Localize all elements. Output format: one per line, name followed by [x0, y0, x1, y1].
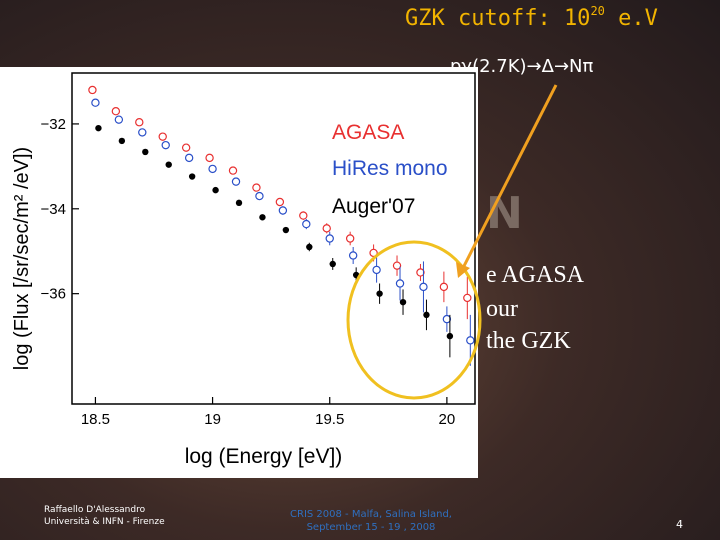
y-tick-label: −32: [41, 116, 66, 133]
x-tick-label: 18.5: [81, 411, 110, 428]
footer-author-block: Raffaello D'Alessandro Università & INFN…: [44, 504, 165, 528]
data-point: [208, 164, 217, 174]
title-prefix: GZK cutoff: 10: [405, 6, 591, 31]
data-point: [423, 311, 430, 319]
y-tick-label: −34: [41, 201, 66, 218]
data-point: [466, 336, 475, 345]
y-axis-label: log (Flux [/sr/sec/m² /eV]): [11, 147, 33, 370]
data-point: [322, 224, 331, 233]
data-point: [205, 153, 214, 163]
data-point: [302, 219, 311, 229]
data-point: [419, 282, 428, 292]
data-point: [228, 166, 238, 175]
data-point: [138, 128, 147, 137]
data-point: [399, 298, 407, 306]
reaction-formula: pγ(2.7K)→Δ→Nπ: [450, 56, 594, 77]
data-point: [463, 293, 472, 303]
flux-chart: 18.5 19 19.5 20 −32 −34 −36 log (Energy [eV]) lo…: [11, 72, 476, 468]
data-point: [158, 132, 167, 141]
data-point: [118, 137, 126, 145]
data-point: [135, 118, 144, 127]
data-point: [259, 214, 266, 221]
slide-title: GZK cutoff: 1020 e.V: [405, 4, 705, 31]
data-point: [282, 226, 290, 234]
data-point: [235, 199, 243, 207]
data-point: [142, 148, 149, 156]
legend-entry: Auger'07: [332, 195, 415, 218]
background-text-line: e AGASA: [486, 262, 585, 288]
chart-panel: 18.5 19 19.5 20 −32 −34 −36 log (Energy [eV]) lo…: [0, 67, 478, 478]
data-point: [255, 191, 264, 201]
data-point: [306, 243, 313, 251]
data-point: [231, 177, 241, 186]
data-point: [278, 206, 288, 215]
data-point: [181, 143, 191, 152]
footer-affiliation: Università & INFN - Firenze: [44, 517, 165, 527]
data-point: [325, 234, 334, 243]
title-exponent: 20: [590, 4, 605, 18]
data-point: [88, 85, 97, 95]
data-point: [348, 251, 358, 260]
footer-author: Raffaello D'Alessandro: [44, 505, 146, 515]
data-point: [165, 161, 172, 168]
x-tick-label: 20: [439, 411, 456, 428]
footer-conference-block: CRIS 2008 - Malfa, Salina Island, Septem…: [268, 508, 474, 534]
data-point: [369, 248, 378, 258]
data-point: [252, 183, 261, 192]
data-point: [275, 197, 285, 207]
legend-entry: HiRes mono: [332, 157, 448, 180]
footer-conference: CRIS 2008 - Malfa, Salina Island,: [290, 509, 452, 520]
data-point: [446, 332, 454, 340]
chart-axes: 18.5 19 19.5 20 −32 −34 −36 log (Energy [eV]) lo…: [11, 72, 476, 468]
data-point: [212, 186, 219, 194]
plot-frame: [71, 72, 476, 405]
x-tick-label: 19: [204, 411, 221, 428]
title-suffix: e.V: [604, 6, 658, 31]
data-point: [352, 271, 360, 279]
data-point: [329, 260, 336, 268]
data-point: [95, 124, 102, 132]
page-number: 4: [676, 518, 683, 531]
background-text-line: our: [486, 296, 518, 322]
data-point: [114, 115, 124, 124]
chart-marks: [88, 85, 475, 366]
data-point: [395, 279, 405, 288]
x-tick-label: 19.5: [315, 411, 344, 428]
data-point: [376, 290, 383, 297]
data-point: [91, 98, 100, 107]
legend-entry: AGASA: [332, 121, 404, 144]
x-axis-label: log (Energy [eV]): [185, 445, 343, 468]
chart-legend: AGASA HiRes mono Auger'07: [332, 121, 448, 218]
data-point: [161, 140, 170, 150]
data-point: [299, 211, 308, 220]
y-tick-label: −36: [41, 286, 66, 303]
data-point: [372, 265, 381, 275]
data-point: [345, 234, 355, 243]
data-point: [184, 153, 194, 163]
data-point: [111, 106, 121, 116]
data-point: [439, 282, 449, 292]
background-text-line: the GZK: [486, 328, 571, 354]
series-hires-mono: [91, 98, 475, 366]
background-letter: N: [486, 188, 523, 239]
footer-dates: September 15 - 19 , 2008: [306, 522, 436, 533]
data-point: [188, 173, 196, 180]
